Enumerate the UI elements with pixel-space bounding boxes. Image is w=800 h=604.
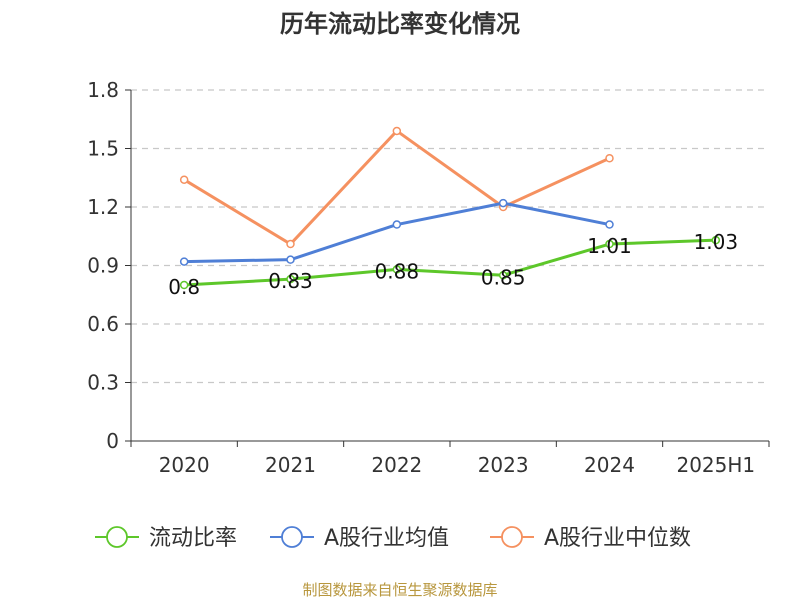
series-0-point — [711, 235, 721, 245]
series-0-point — [392, 265, 402, 274]
data-label: 0.8 — [168, 275, 200, 299]
series-line-0 — [184, 238, 716, 287]
x-tick-label: 2024 — [584, 453, 635, 477]
x-tick-label: 2023 — [478, 453, 529, 477]
series-1-point — [605, 220, 614, 229]
series-2-point — [286, 239, 295, 249]
data-label: 1.01 — [587, 234, 632, 258]
x-tick-label: 2021 — [265, 453, 316, 477]
data-label: 0.88 — [375, 259, 420, 283]
y-tick-label: 0.9 — [87, 254, 119, 278]
series-0-point — [179, 280, 189, 290]
legend-label-2: A股行业中位数 — [544, 526, 691, 551]
data-label: 0.83 — [268, 269, 313, 293]
data-label: 0.85 — [481, 265, 526, 289]
source-note: 制图数据来自恒生聚源数据库 — [302, 581, 497, 599]
data-labels: 0.8 0.83 0.88 0.85 1.01 1.03 — [168, 230, 738, 299]
series-0-point — [605, 239, 614, 249]
legend-label-0: 流动比率 — [149, 526, 237, 551]
y-tick-label: 1.5 — [87, 137, 119, 161]
y-tick-label: 0 — [106, 429, 119, 453]
series-lines — [179, 126, 721, 290]
legend-marker-2 — [501, 526, 523, 548]
series-line-1 — [184, 201, 610, 264]
y-tick-labels: 0 0.3 0.6 0.9 1.2 1.5 1.8 — [87, 78, 131, 453]
legend-marker-0 — [106, 526, 128, 548]
data-label: 1.03 — [694, 230, 739, 254]
legend: 流动比率 A股行业均值 A股行业中位数 — [95, 526, 691, 551]
y-tick-label: 1.2 — [87, 195, 119, 219]
chart-title: 历年流动比率变化情况 — [280, 10, 520, 38]
x-tick-labels: 2020 2021 2022 2023 2024 2025H1 — [130, 441, 770, 477]
series-1-point — [286, 255, 295, 264]
y-tick-label: 0.3 — [87, 371, 119, 395]
legend-marker-1 — [281, 526, 303, 548]
legend-label-1: A股行业均值 — [324, 526, 449, 551]
grid-lines — [131, 89, 769, 384]
x-tick-label: 2020 — [159, 453, 210, 477]
series-2-point — [179, 175, 189, 184]
series-2-point — [605, 154, 614, 163]
series-0-point — [286, 274, 295, 284]
series-1-point — [179, 257, 189, 266]
series-0-point — [498, 271, 508, 280]
series-1-point — [498, 198, 508, 208]
series-1-point — [392, 220, 402, 229]
y-tick-label: 1.8 — [87, 78, 119, 102]
series-2-point — [392, 126, 402, 136]
y-tick-label: 0.6 — [87, 312, 119, 336]
x-tick-label: 2025H1 — [676, 453, 755, 477]
x-tick-label: 2022 — [371, 453, 422, 477]
